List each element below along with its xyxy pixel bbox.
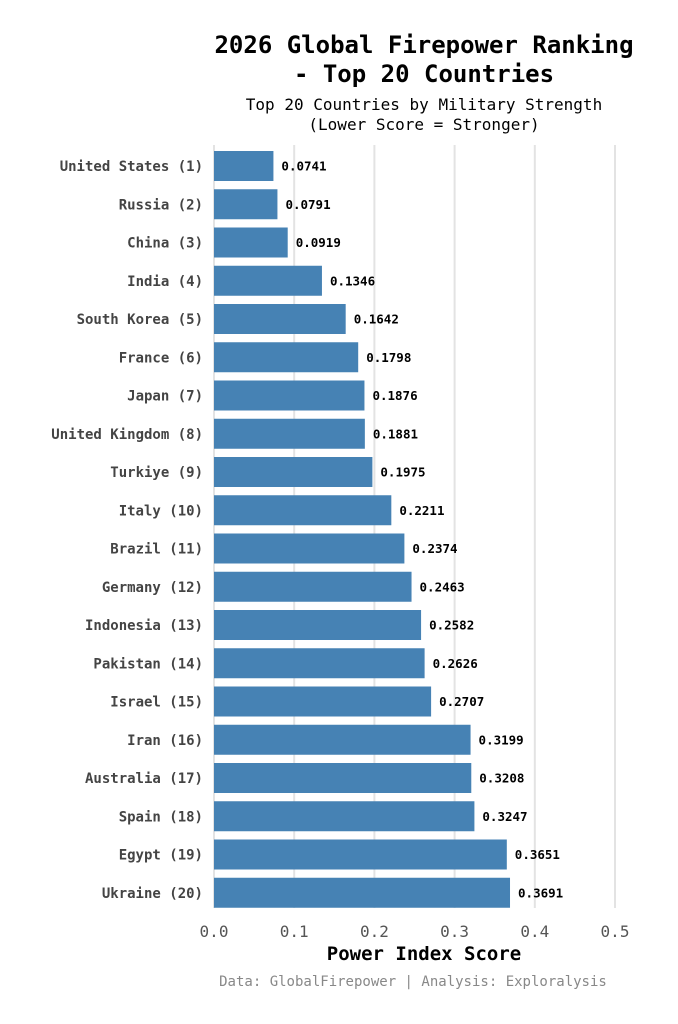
bars — [214, 151, 511, 908]
category-labels: United States (1) Russia (2) China (3) Indi… — [51, 159, 203, 902]
bar — [214, 418, 365, 449]
value-label: 0.2374 — [412, 541, 457, 556]
value-label: 0.0791 — [285, 197, 330, 212]
category-label: United Kingdom (8) — [51, 427, 203, 443]
value-label: 0.1642 — [354, 312, 399, 327]
bar — [214, 457, 373, 487]
category-label: United States (1) — [60, 159, 203, 175]
value-label: 0.3651 — [515, 847, 560, 862]
category-label: Egypt (19) — [119, 848, 203, 864]
value-label: 0.0919 — [296, 235, 341, 250]
bar — [214, 839, 507, 870]
x-tick-label: 0.3 — [440, 922, 469, 941]
x-tick-label: 0.1 — [280, 922, 309, 941]
bar — [214, 801, 475, 832]
x-tick-label: 0.0 — [200, 922, 229, 941]
category-label: Israel (15) — [110, 695, 203, 711]
value-label: 0.1798 — [366, 350, 411, 365]
x-tick-label: 0.2 — [360, 922, 389, 941]
bar — [214, 763, 472, 793]
category-label: Indonesia (13) — [85, 618, 203, 634]
bar — [214, 304, 346, 334]
bar — [214, 648, 425, 679]
grid-lines — [213, 145, 616, 908]
value-label: 0.1881 — [373, 426, 418, 441]
value-label: 0.2582 — [429, 618, 474, 633]
value-label: 0.0741 — [281, 159, 326, 174]
value-label: 0.2626 — [433, 656, 478, 671]
value-label: 0.2211 — [399, 503, 444, 518]
bar — [214, 877, 511, 908]
value-label: 0.3199 — [479, 732, 524, 747]
category-label: Australia (17) — [85, 771, 203, 787]
x-tick-label: 0.5 — [601, 922, 630, 941]
bar — [214, 265, 322, 296]
bar — [214, 495, 392, 526]
value-label: 0.2463 — [420, 579, 465, 594]
category-label: Iran (16) — [127, 733, 203, 749]
category-label: Japan (7) — [127, 389, 203, 405]
category-label: Germany (12) — [102, 580, 203, 596]
chart-title-line-2: - Top 20 Countries — [294, 60, 554, 88]
category-label: Italy (10) — [119, 503, 203, 519]
bar — [214, 380, 365, 411]
category-label: Spain (18) — [119, 809, 203, 825]
category-label: South Korea (5) — [77, 312, 203, 328]
category-label: Pakistan (14) — [93, 656, 203, 672]
chart-subtitle-line-1: Top 20 Countries by Military Strength — [246, 95, 602, 114]
chart-subtitle-line-2: (Lower Score = Stronger) — [308, 115, 539, 134]
chart-caption: Data: GlobalFirepower | Analysis: Explor… — [219, 974, 607, 990]
category-label: China (3) — [127, 236, 203, 252]
bar — [214, 571, 412, 602]
value-label: 0.1346 — [330, 273, 375, 288]
value-label: 0.1876 — [372, 388, 417, 403]
category-label: India (4) — [127, 274, 203, 290]
category-label: France (6) — [119, 350, 203, 366]
x-tick-label: 0.4 — [520, 922, 549, 941]
bar — [214, 686, 432, 717]
value-labels: 0.0741 0.0791 0.0919 0.1346 0.1642 0.1798 0.18… — [281, 159, 563, 901]
value-label: 0.2707 — [439, 694, 484, 709]
bar — [214, 610, 422, 640]
bar — [214, 342, 359, 373]
bar — [214, 724, 471, 755]
category-label: Turkiye (9) — [110, 465, 203, 481]
value-label: 0.3691 — [518, 885, 563, 900]
value-label: 0.1975 — [380, 465, 425, 480]
bar — [214, 151, 274, 181]
value-label: 0.3208 — [479, 771, 524, 786]
category-label: Ukraine (20) — [102, 886, 203, 902]
bar — [214, 227, 288, 258]
value-label: 0.3247 — [482, 809, 527, 824]
x-axis-label: Power Index Score — [327, 943, 521, 965]
category-label: Russia (2) — [119, 197, 203, 213]
x-tick-labels: 0.0 0.1 0.2 0.3 0.4 0.5 — [200, 922, 630, 941]
category-label: Brazil (11) — [110, 542, 203, 558]
bar — [214, 189, 278, 220]
chart-title-line-1: 2026 Global Firepower Ranking — [214, 31, 633, 59]
bar — [214, 533, 405, 564]
